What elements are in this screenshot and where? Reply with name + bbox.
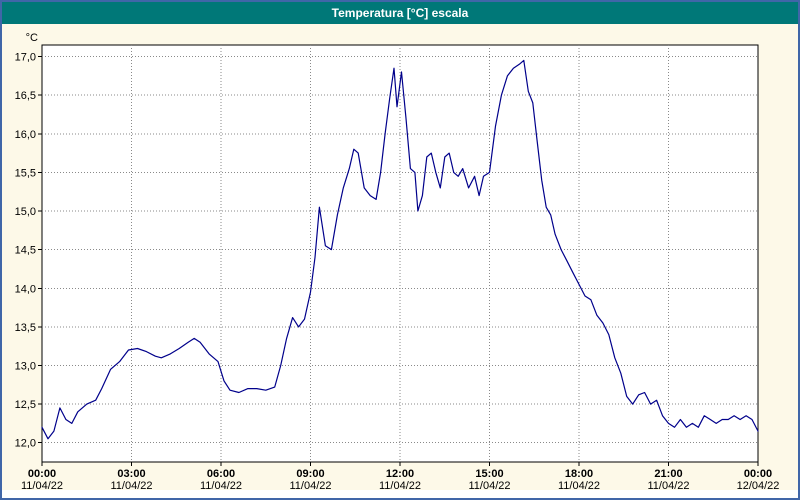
x-tick-date-label: 11/04/22	[647, 480, 689, 490]
y-axis-unit-label: °C	[26, 32, 38, 44]
x-tick-time-label: 06:00	[207, 468, 235, 480]
y-tick-label: 16,0	[15, 129, 36, 141]
y-tick-label: 12,5	[15, 399, 36, 411]
footer-strip	[2, 490, 798, 498]
x-tick-date-label: 12/04/22	[737, 480, 780, 490]
y-tick-label: 13,0	[15, 360, 36, 372]
x-tick-time-label: 15:00	[475, 468, 503, 480]
y-tick-label: 14,5	[15, 245, 36, 257]
x-tick-time-label: 18:00	[565, 468, 593, 480]
y-tick-label: 15,0	[15, 206, 36, 218]
x-tick-time-label: 00:00	[28, 468, 56, 480]
y-tick-label: 15,5	[15, 167, 36, 179]
y-tick-label: 12,0	[15, 438, 36, 450]
y-tick-label: 16,5	[15, 90, 36, 102]
x-tick-date-label: 11/04/22	[379, 480, 421, 490]
x-tick-time-label: 09:00	[296, 468, 324, 480]
x-tick-date-label: 11/04/22	[110, 480, 152, 490]
x-tick-time-label: 00:00	[744, 468, 772, 480]
y-tick-label: 13,5	[15, 322, 36, 334]
x-tick-date-label: 11/04/22	[289, 480, 331, 490]
x-tick-time-label: 03:00	[117, 468, 145, 480]
y-tick-label: 14,0	[15, 283, 36, 295]
x-tick-date-label: 11/04/22	[21, 480, 63, 490]
x-tick-date-label: 11/04/22	[468, 480, 510, 490]
x-tick-time-label: 21:00	[654, 468, 682, 480]
y-tick-label: 17,0	[15, 52, 36, 64]
x-tick-date-label: 11/04/22	[558, 480, 600, 490]
chart-title: Temperatura [°C] escala	[331, 6, 469, 20]
title-bar: Temperatura [°C] escala	[2, 2, 798, 24]
temperature-line-chart: 17,0 16,5 16,0 15,5 15,0 14,5 14,0 13,5 13,0 12,5…	[15, 32, 780, 492]
chart-area: 17,0 16,5 16,0 15,5 15,0 14,5 14,0 13,5 13,0 12,5…	[2, 24, 798, 492]
x-tick-time-label: 12:00	[386, 468, 414, 480]
x-tick-date-label: 11/04/22	[200, 480, 242, 490]
temperature-series-line	[41, 59, 759, 440]
